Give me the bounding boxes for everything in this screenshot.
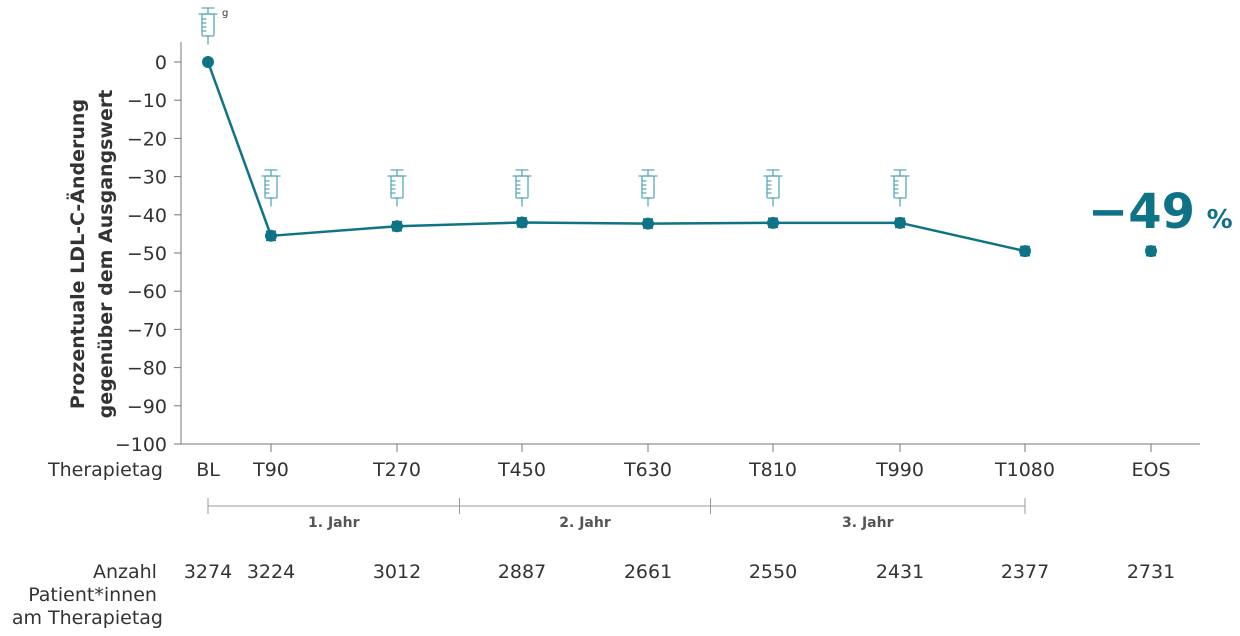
patient-count: 2550 [749,561,797,583]
y-tick-label: −10 [127,90,167,112]
data-point [516,216,528,229]
y-tick-label: 0 [155,52,167,74]
data-point [391,220,403,233]
patient-counts-label-line2: Patient*innen [28,584,157,606]
patient-counts-label: Anzahl Patient*innen am Therapietag [12,561,163,629]
x-tick-label: T450 [497,459,546,481]
injection-footnote: g [222,8,228,19]
y-tick-label: −30 [127,167,167,189]
x-tick-label: T630 [623,459,672,481]
syringe-icon [198,7,218,45]
annotation-unit: % [1207,205,1233,235]
syringe-icon [512,169,532,207]
patient-count: 2731 [1127,561,1175,583]
syringes: g [198,7,910,207]
data-point [642,217,654,230]
syringe-icon [763,169,783,207]
x-tick-label: T810 [748,459,797,481]
year-bar: 1. Jahr 2. Jahr 3. Jahr [207,498,1026,531]
syringe-barrel [766,175,780,199]
annotation-number: −49 [1088,184,1195,240]
year-label: 1. Jahr [308,515,360,531]
annotation: −49 % [1088,184,1233,240]
patient-count: 3224 [247,561,295,583]
y-ticks: 0 −10 −20 −30 −40 −50 −60 −70 −80 −90 −100 [115,52,181,456]
syringe-icon [261,169,281,207]
syringe-icon [387,169,407,207]
syringe-barrel [264,175,278,199]
y-tick-label: −100 [115,434,167,456]
x-tick-label: T1080 [994,459,1055,481]
y-tick-label: −20 [127,128,167,150]
data-point [1145,245,1157,258]
series-line [206,61,1026,253]
x-row-label: Therapietag [47,459,163,481]
patient-counts: Anzahl Patient*innen am Therapietag 3274… [12,561,1175,629]
patient-counts-label-line1: Anzahl [93,561,157,583]
patient-count: 2661 [624,561,672,583]
annotation-value: −49 % [1088,184,1233,240]
syringe-barrel [390,175,404,199]
syringe-barrel [641,175,655,199]
syringe-barrel [515,175,529,199]
patient-count: 3274 [184,561,232,583]
patient-counts-label-line3: am Therapietag [12,607,163,629]
data-point [202,56,214,68]
syringe-barrel [201,13,215,37]
y-axis-title-line1: Prozentuale LDL-C-Änderung [65,99,89,409]
data-point [1019,245,1031,258]
syringe-icon [890,169,910,207]
series [202,56,1157,258]
data-point [894,216,906,229]
y-axis-title: Prozentuale LDL-C-Änderung gegenüber dem… [65,90,117,419]
year-label: 3. Jahr [842,515,894,531]
patient-count: 2431 [876,561,924,583]
data-point [767,216,779,229]
x-tick-label: T90 [252,459,289,481]
y-tick-label: −60 [127,281,167,303]
patient-count: 3012 [373,561,421,583]
y-tick-label: −70 [127,319,167,341]
y-tick-label: −40 [127,205,167,227]
y-tick-label: −80 [127,358,167,380]
patient-count: 2887 [498,561,546,583]
syringe-icon [638,169,658,207]
x-labels: Therapietag BL T90 T270 T450 T630 T810 T990 T10… [47,444,1171,481]
x-tick-label: T270 [372,459,421,481]
x-tick-label: EOS [1131,459,1170,481]
syringe-barrel [893,175,907,199]
x-tick-label: T990 [875,459,924,481]
y-tick-label: −50 [127,243,167,265]
data-point [265,229,277,242]
y-axis-title-line2: gegenüber dem Ausgangswert [95,90,117,419]
patient-count: 2377 [1001,561,1049,583]
x-tick-label: BL [196,459,220,481]
year-label: 2. Jahr [559,515,611,531]
y-tick-label: −90 [127,396,167,418]
axes [180,42,1200,445]
